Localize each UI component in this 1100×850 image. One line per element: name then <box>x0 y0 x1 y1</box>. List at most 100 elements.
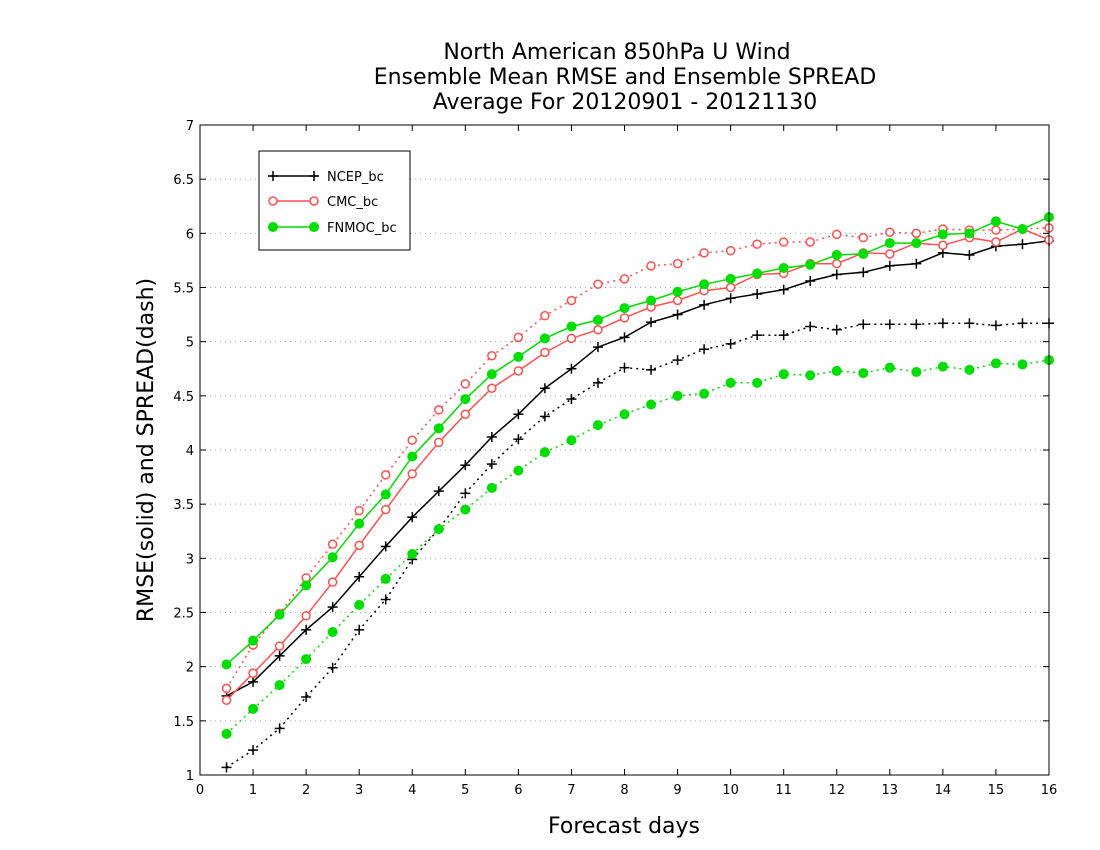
series-fnmoc-bc-rmse-line <box>225 216 1050 666</box>
series-fnmoc-bc-rmse-point <box>699 279 710 290</box>
series-ncep-bc-rmse-point <box>858 267 869 278</box>
series-ncep-bc-rmse-point <box>513 409 524 420</box>
series-cmc-bc-spread-point <box>672 258 683 269</box>
series-ncep-bc-spread-point <box>301 692 312 702</box>
series-ncep-bc-spread-point <box>486 459 497 470</box>
series-cmc-bc-spread-point <box>646 261 656 271</box>
series-cmc-bc-rmse-point <box>487 383 497 393</box>
series-ncep-bc-rmse-point <box>805 276 816 286</box>
x-tick-label: 6 <box>514 783 522 798</box>
series-cmc-bc-rmse-point <box>513 366 524 376</box>
y-tick-label: 6 <box>186 227 194 242</box>
series-cmc-bc-rmse-point <box>832 258 842 269</box>
y-tick-label: 2.5 <box>173 607 194 622</box>
series-fnmoc-bc-rmse-point <box>407 451 418 462</box>
x-tick-label: 2 <box>302 783 310 798</box>
series-ncep-bc-rmse-point <box>380 541 391 552</box>
series-ncep-bc-spread-point <box>566 394 577 405</box>
series-cmc-bc-rmse-point <box>248 668 258 678</box>
series-cmc-bc-spread-point <box>911 228 922 239</box>
series-ncep-bc-rmse-line <box>226 240 1050 697</box>
series-ncep-bc-spread-point <box>327 662 338 673</box>
series-ncep-bc-spread-point <box>990 320 1001 331</box>
series-cmc-bc-spread-point <box>699 248 709 258</box>
series-fnmoc-bc-rmse-point <box>805 259 816 270</box>
series-cmc-bc-spread-point <box>434 405 444 415</box>
legend-sample-2-marker-left <box>268 222 278 232</box>
series-cmc-bc-spread <box>221 223 1054 694</box>
series-ncep-bc-spread-point <box>831 324 842 335</box>
series-cmc-bc-rmse-point <box>327 577 338 587</box>
x-tick-label: 16 <box>1041 783 1058 798</box>
series-cmc-bc-rmse <box>221 224 1054 705</box>
series-fnmoc-bc-rmse-point <box>725 273 736 284</box>
series-fnmoc-bc-rmse-point <box>354 518 365 529</box>
series-cmc-bc-rmse-point <box>672 295 683 306</box>
y-tick-label: 2 <box>186 661 194 676</box>
series-fnmoc-bc-spread-point <box>354 599 365 610</box>
series-fnmoc-bc-spread-point <box>672 390 683 401</box>
series-ncep-bc-rmse-point <box>752 289 763 299</box>
series-fnmoc-bc-rmse-point <box>884 238 895 249</box>
series-cmc-bc-spread-point <box>752 239 762 249</box>
series-cmc-bc-spread-point <box>805 237 815 247</box>
series-fnmoc-bc-rmse-point <box>858 248 869 259</box>
x-tick-label: 14 <box>935 783 952 798</box>
chart-title-line-2: Ensemble Mean RMSE and Ensemble SPREAD <box>374 65 877 90</box>
series-fnmoc-bc-rmse-point <box>433 423 444 434</box>
series-ncep-bc-rmse-point <box>911 258 922 269</box>
series-fnmoc-bc-rmse-point <box>460 394 471 405</box>
series-ncep-bc-spread-point <box>221 762 232 773</box>
series-fnmoc-bc-rmse-point <box>672 286 683 297</box>
series-cmc-bc-rmse-point <box>991 237 1001 247</box>
x-tick-label: 12 <box>828 783 845 798</box>
series-cmc-bc-rmse-point <box>354 540 364 551</box>
y-tick-label: 5 <box>186 336 194 351</box>
y-tick-label: 1.5 <box>173 715 194 730</box>
y-axis-label: RMSE(solid) and SPREAD(dash) <box>134 278 159 622</box>
series-ncep-bc-spread-point <box>539 411 550 422</box>
series-ncep-bc-rmse-point <box>884 260 895 271</box>
series-fnmoc-bc-rmse-point <box>327 552 338 563</box>
x-tick-label: 13 <box>882 783 899 798</box>
legend-label-cmc: CMC_bc <box>327 195 378 210</box>
series-fnmoc-bc-rmse-point <box>513 351 524 362</box>
series-cmc-bc-spread-point <box>725 245 736 256</box>
series-ncep-bc-rmse-point <box>248 676 259 687</box>
series-cmc-bc-rmse-point <box>380 504 391 515</box>
series-ncep-bc-rmse-point <box>778 284 789 295</box>
series-fnmoc-bc-spread-line <box>225 359 1050 735</box>
series-ncep-bc-spread-point <box>884 319 895 330</box>
legend-sample-0-marker-right <box>309 171 319 181</box>
series-fnmoc-bc-rmse-point <box>301 580 312 591</box>
series-fnmoc-bc-spread-point <box>725 377 736 388</box>
series-fnmoc-bc-rmse-point <box>221 659 232 670</box>
series-fnmoc-bc-spread-point <box>858 368 869 379</box>
series-ncep-bc-spread-point <box>858 319 869 330</box>
series-ncep-bc-spread-point <box>672 355 683 366</box>
series-cmc-bc-spread-point <box>619 274 630 284</box>
series-fnmoc-bc-rmse-point <box>964 228 975 239</box>
series-fnmoc-bc-spread-point <box>937 361 948 372</box>
series-ncep-bc-rmse-point <box>1017 239 1028 250</box>
y-tick-label: 3 <box>186 552 194 567</box>
series-fnmoc-bc-spread-point <box>699 388 710 399</box>
series-ncep-bc-spread-point <box>964 318 975 329</box>
series-cmc-bc-spread-point <box>460 379 471 389</box>
series-cmc-bc-rmse-point <box>593 325 603 335</box>
series-fnmoc-bc-rmse-point <box>380 489 391 500</box>
series-fnmoc-bc-spread-point <box>619 409 630 420</box>
series-fnmoc-bc-spread-point <box>592 420 603 431</box>
series-ncep-bc-rmse-point <box>592 342 603 353</box>
series-fnmoc-bc-spread-point <box>805 370 816 381</box>
series-ncep-bc-rmse <box>221 235 1054 701</box>
chart-title: North American 850hPa U Wind Ensemble Me… <box>374 40 877 115</box>
legend-label-ncep: NCEP_bc <box>327 170 384 185</box>
series-ncep-bc-spread-point <box>752 330 763 341</box>
series-ncep-bc-rmse-point <box>301 624 312 635</box>
series-ncep-bc-rmse-point <box>486 432 497 442</box>
x-tick-label: 1 <box>249 783 257 798</box>
series-cmc-bc-rmse-point <box>221 695 232 705</box>
series-fnmoc-bc-rmse-point <box>1017 224 1028 234</box>
